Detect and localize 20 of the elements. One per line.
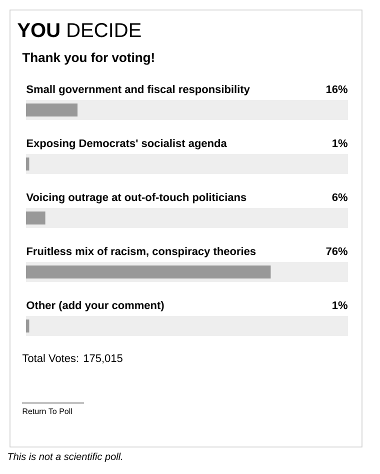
y-tick-label: Voicing outrage at out-of-touch politicians [26, 193, 246, 204]
y-tick-label: Exposing Democrats' socialist agenda [26, 139, 227, 150]
text: Return To Poll [22, 408, 72, 414]
y-tick-label: Small government and fiscal responsibility [26, 85, 250, 96]
data-label: 1% [332, 301, 348, 310]
data-label: 1% [332, 139, 348, 148]
bar [26, 158, 30, 171]
text: Total Votes: 175,015 [22, 354, 122, 364]
y-tick-label: Fruitless mix of racism, conspiracy theories [26, 247, 256, 258]
chart-title: YOU DECIDE [18, 23, 141, 38]
text: This is not a scientific poll. [8, 452, 122, 462]
bar [26, 320, 30, 332]
chart-subtitle: Thank you for voting! [22, 52, 154, 65]
data-label: 76% [326, 247, 348, 256]
bar [26, 212, 46, 225]
data-label: 6% [332, 193, 348, 202]
bar [26, 104, 78, 117]
data-label: 16% [326, 85, 348, 94]
bar [26, 266, 271, 278]
y-tick-label: Other (add your comment) [26, 301, 164, 312]
